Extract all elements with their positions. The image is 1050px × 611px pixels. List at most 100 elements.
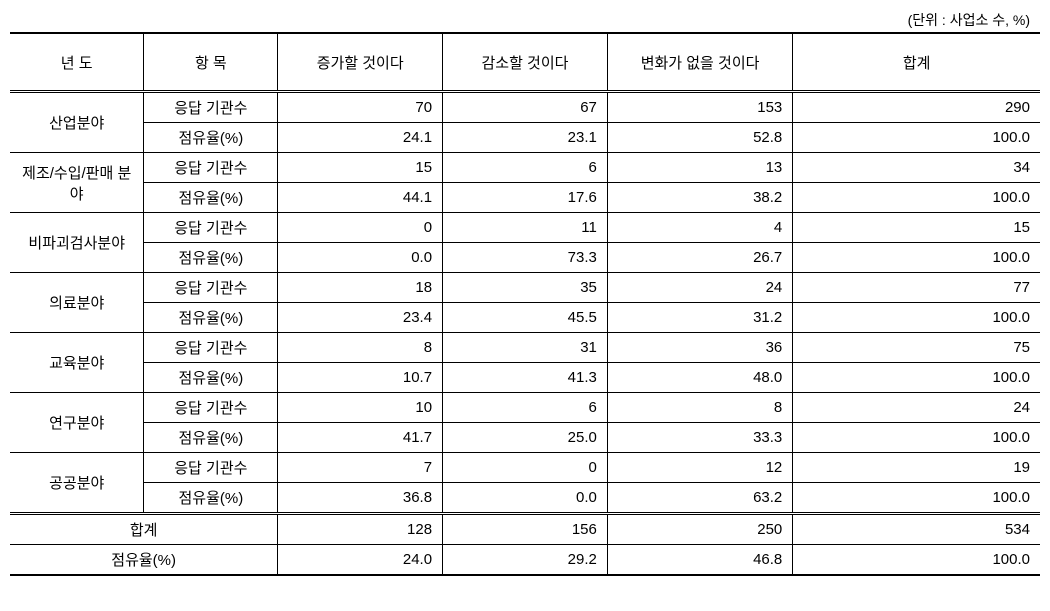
- table-row: 점유율(%)36.80.063.2100.0: [10, 483, 1040, 514]
- sector-name: 산업분야: [10, 92, 144, 153]
- data-cell: 67: [443, 92, 608, 123]
- data-cell: 12: [607, 453, 792, 483]
- table-row: 교육분야응답 기관수8313675: [10, 333, 1040, 363]
- item-label: 점유율(%): [144, 423, 278, 453]
- data-cell: 36: [607, 333, 792, 363]
- data-cell: 36.8: [278, 483, 443, 514]
- data-cell: 26.7: [607, 243, 792, 273]
- header-nochange: 변화가 없을 것이다: [607, 33, 792, 92]
- data-cell: 34: [793, 153, 1040, 183]
- data-cell: 8: [607, 393, 792, 423]
- totals-sum-label: 합계: [10, 514, 278, 545]
- data-cell: 52.8: [607, 123, 792, 153]
- data-cell: 4: [607, 213, 792, 243]
- data-cell: 24: [607, 273, 792, 303]
- data-cell: 19: [793, 453, 1040, 483]
- item-label: 점유율(%): [144, 183, 278, 213]
- data-cell: 23.4: [278, 303, 443, 333]
- data-cell: 8: [278, 333, 443, 363]
- table-row: 점유율(%)24.123.152.8100.0: [10, 123, 1040, 153]
- data-cell: 10.7: [278, 363, 443, 393]
- sector-name: 의료분야: [10, 273, 144, 333]
- table-row: 비파괴검사분야응답 기관수011415: [10, 213, 1040, 243]
- data-cell: 24: [793, 393, 1040, 423]
- data-cell: 15: [278, 153, 443, 183]
- data-cell: 44.1: [278, 183, 443, 213]
- item-label: 응답 기관수: [144, 92, 278, 123]
- data-cell: 100.0: [793, 423, 1040, 453]
- header-increase: 증가할 것이다: [278, 33, 443, 92]
- table-row: 점유율(%)23.445.531.2100.0: [10, 303, 1040, 333]
- table-body: 산업분야응답 기관수7067153290점유율(%)24.123.152.810…: [10, 92, 1040, 576]
- table-row: 제조/수입/판매 분야응답 기관수1561334: [10, 153, 1040, 183]
- data-cell: 10: [278, 393, 443, 423]
- totals-row: 합계128156250534: [10, 514, 1040, 545]
- item-label: 응답 기관수: [144, 393, 278, 423]
- table-row: 연구분야응답 기관수106824: [10, 393, 1040, 423]
- sector-name: 공공분야: [10, 453, 144, 514]
- data-cell: 13: [607, 153, 792, 183]
- header-item: 항 목: [144, 33, 278, 92]
- header-year: 년 도: [10, 33, 144, 92]
- table-row: 점유율(%)44.117.638.2100.0: [10, 183, 1040, 213]
- data-cell: 33.3: [607, 423, 792, 453]
- data-cell: 41.7: [278, 423, 443, 453]
- data-table: 년 도 항 목 증가할 것이다 감소할 것이다 변화가 없을 것이다 합계 산업…: [10, 32, 1040, 576]
- item-label: 점유율(%): [144, 303, 278, 333]
- table-row: 산업분야응답 기관수7067153290: [10, 92, 1040, 123]
- data-cell: 0.0: [443, 483, 608, 514]
- data-cell: 153: [607, 92, 792, 123]
- data-cell: 17.6: [443, 183, 608, 213]
- data-cell: 23.1: [443, 123, 608, 153]
- header-decrease: 감소할 것이다: [443, 33, 608, 92]
- data-cell: 100.0: [793, 303, 1040, 333]
- data-cell: 31: [443, 333, 608, 363]
- data-cell: 250: [607, 514, 792, 545]
- data-cell: 35: [443, 273, 608, 303]
- item-label: 응답 기관수: [144, 333, 278, 363]
- item-label: 점유율(%): [144, 243, 278, 273]
- data-cell: 100.0: [793, 363, 1040, 393]
- data-cell: 63.2: [607, 483, 792, 514]
- header-total: 합계: [793, 33, 1040, 92]
- table-row: 의료분야응답 기관수18352477: [10, 273, 1040, 303]
- data-cell: 0: [443, 453, 608, 483]
- data-cell: 11: [443, 213, 608, 243]
- data-cell: 29.2: [443, 545, 608, 576]
- data-cell: 100.0: [793, 123, 1040, 153]
- data-cell: 31.2: [607, 303, 792, 333]
- item-label: 점유율(%): [144, 363, 278, 393]
- data-cell: 25.0: [443, 423, 608, 453]
- data-cell: 534: [793, 514, 1040, 545]
- data-cell: 15: [793, 213, 1040, 243]
- data-cell: 77: [793, 273, 1040, 303]
- table-row: 점유율(%)0.073.326.7100.0: [10, 243, 1040, 273]
- data-cell: 24.0: [278, 545, 443, 576]
- data-cell: 156: [443, 514, 608, 545]
- data-cell: 41.3: [443, 363, 608, 393]
- data-cell: 46.8: [607, 545, 792, 576]
- data-cell: 38.2: [607, 183, 792, 213]
- data-cell: 6: [443, 153, 608, 183]
- data-cell: 6: [443, 393, 608, 423]
- data-cell: 70: [278, 92, 443, 123]
- item-label: 점유율(%): [144, 123, 278, 153]
- item-label: 점유율(%): [144, 483, 278, 514]
- data-cell: 128: [278, 514, 443, 545]
- item-label: 응답 기관수: [144, 153, 278, 183]
- data-cell: 24.1: [278, 123, 443, 153]
- sector-name: 교육분야: [10, 333, 144, 393]
- data-cell: 7: [278, 453, 443, 483]
- data-cell: 0.0: [278, 243, 443, 273]
- data-cell: 48.0: [607, 363, 792, 393]
- item-label: 응답 기관수: [144, 273, 278, 303]
- data-cell: 0: [278, 213, 443, 243]
- sector-name: 제조/수입/판매 분야: [10, 153, 144, 213]
- data-cell: 100.0: [793, 243, 1040, 273]
- table-row: 점유율(%)41.725.033.3100.0: [10, 423, 1040, 453]
- item-label: 응답 기관수: [144, 213, 278, 243]
- data-cell: 100.0: [793, 483, 1040, 514]
- totals-row: 점유율(%)24.029.246.8100.0: [10, 545, 1040, 576]
- sector-name: 비파괴검사분야: [10, 213, 144, 273]
- item-label: 응답 기관수: [144, 453, 278, 483]
